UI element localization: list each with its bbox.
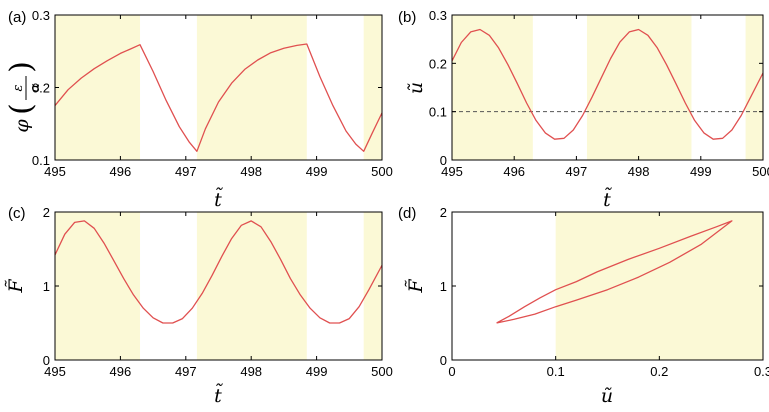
x-tick-label: 496 — [110, 164, 132, 179]
y-tick-label: 0 — [440, 353, 447, 368]
y-tick-label: 0.1 — [429, 105, 447, 120]
paren-right: ) — [4, 61, 39, 73]
x-tick-label: 498 — [240, 364, 262, 379]
series-line — [496, 220, 733, 324]
y-tick-label: 2 — [440, 205, 447, 220]
x-tick-label: 497 — [566, 164, 588, 179]
x-tick-label: 499 — [306, 364, 328, 379]
panel-b: 495 496 497 498 499 500 0 0.1 0.2 0.3 (b) t̃ ũ — [398, 8, 769, 211]
y-axis-label: ũ — [405, 82, 427, 94]
shaded-region — [55, 212, 141, 360]
x-tick-label: 497 — [175, 364, 197, 379]
x-tick-label: 497 — [175, 164, 197, 179]
y-tick-label: 0 — [43, 353, 50, 368]
x-tick-label: 496 — [110, 364, 132, 379]
x-tick-label: 498 — [240, 164, 262, 179]
shaded-region — [55, 15, 141, 160]
y-tick-label: 0.2 — [429, 56, 447, 71]
y-tick-label: 1 — [43, 279, 50, 294]
x-tick-label: 495 — [44, 164, 66, 179]
x-tick-label: 496 — [503, 164, 525, 179]
axes-frame — [451, 14, 764, 161]
shaded-region — [586, 15, 692, 160]
y-axis-label: φ ( ε α) — [4, 61, 43, 133]
x-tick-label: 495 — [44, 364, 66, 379]
x-tick-label: 0 — [448, 364, 455, 379]
shaded-region — [452, 15, 533, 160]
x-tick-label: 499 — [306, 164, 328, 179]
y-tick-label: 0.1 — [32, 153, 50, 168]
x-tick-label: 0.1 — [547, 364, 565, 379]
x-tick-label: 500 — [752, 164, 769, 179]
shaded-region — [363, 212, 382, 360]
y-tick-label: 1 — [440, 279, 447, 294]
panel-c: 495 496 497 498 499 500 0 1 2 (c) t̃ F̃ — [5, 205, 393, 407]
shaded-region — [555, 212, 763, 360]
x-tick-label: 0.3 — [754, 364, 769, 379]
x-tick-label: 500 — [371, 364, 393, 379]
x-tick-label: 0.2 — [650, 364, 668, 379]
y-tick-label: 0.2 — [32, 81, 50, 96]
series-line — [54, 43, 383, 152]
shaded-region — [196, 212, 307, 360]
y-axis-label: F̃ — [5, 279, 27, 294]
fraction-numerator: ε — [11, 84, 26, 91]
y-tick-label: 0 — [440, 153, 447, 168]
y-tick-label: 2 — [43, 205, 50, 220]
x-tick-label: 500 — [371, 164, 393, 179]
x-axis-label: t̃ — [214, 384, 223, 407]
panel-label: (a) — [8, 9, 26, 26]
x-axis-label: t̃ — [603, 188, 612, 211]
y-axis-label: F̃ — [405, 279, 427, 294]
y-tick-label: 0.3 — [32, 8, 50, 23]
paren-left: ( — [4, 103, 39, 115]
shaded-region — [196, 15, 307, 160]
panel-label: (c) — [8, 205, 26, 222]
y-axis-symbol: φ — [11, 119, 33, 133]
panel-label: (d) — [398, 205, 416, 222]
panel-label: (b) — [398, 9, 416, 26]
series-line — [451, 28, 764, 140]
x-axis-label: ũ — [601, 385, 613, 407]
fraction-denominator: α — [28, 83, 43, 92]
series-line — [54, 220, 383, 324]
x-tick-label: 495 — [441, 164, 463, 179]
y-tick-label: 0.3 — [429, 8, 447, 23]
shaded-region — [745, 15, 763, 160]
panel-a: 495 496 497 498 499 500 0.1 0.2 0.3 (a) t̃ φ ( ε α) — [4, 8, 393, 211]
x-tick-label: 498 — [628, 164, 650, 179]
panel-d: 0 0.1 0.2 0.3 0 1 2 (d) ũ F̃ — [398, 205, 769, 407]
x-tick-label: 499 — [690, 164, 712, 179]
x-axis-label: t̃ — [214, 188, 223, 211]
